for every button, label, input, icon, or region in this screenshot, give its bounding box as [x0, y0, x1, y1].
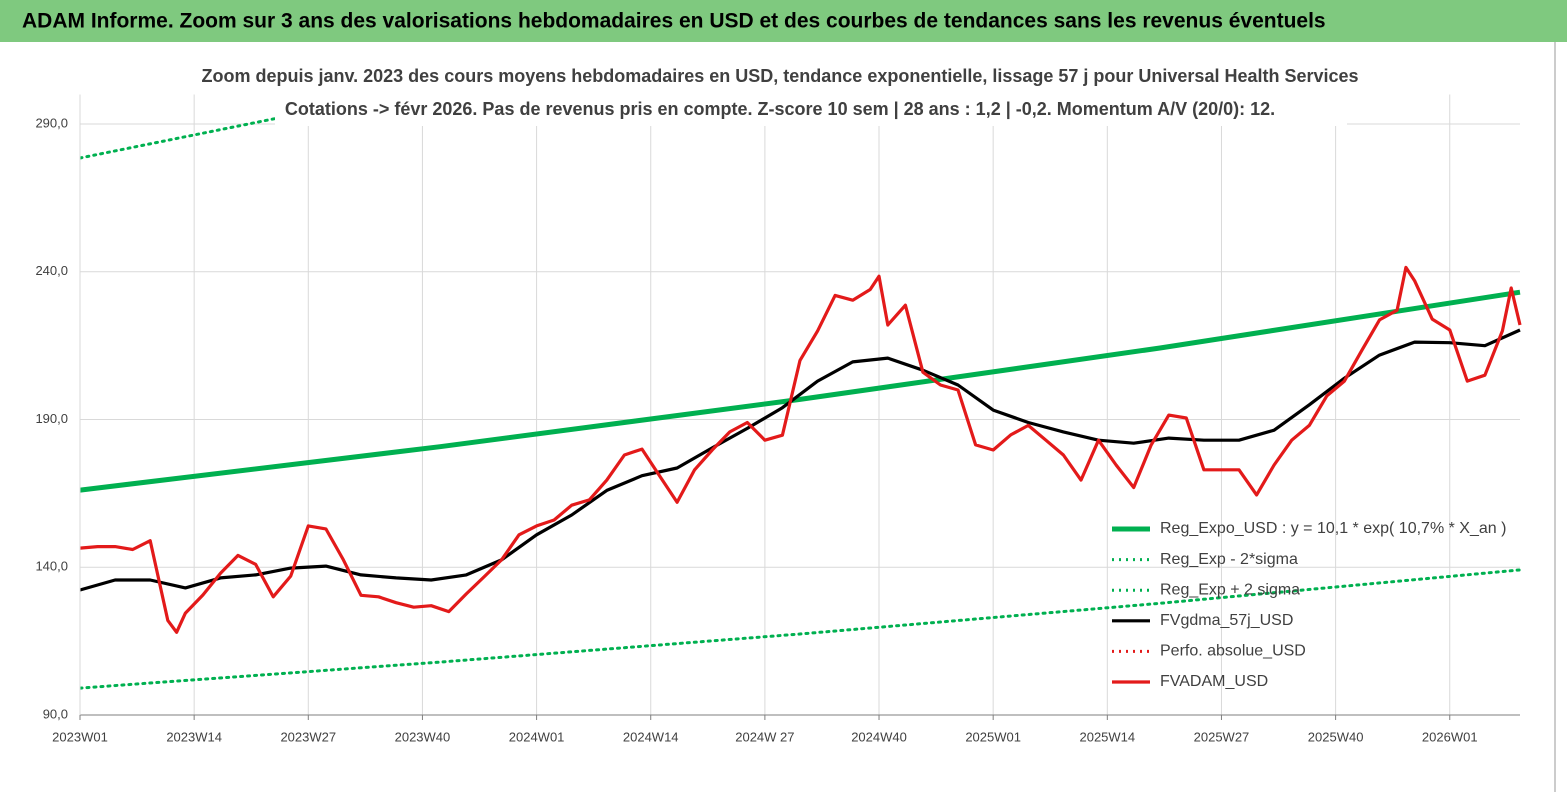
header-bar	[0, 0, 1567, 42]
x-tick-label: 2024W40	[851, 729, 907, 744]
legend-label: Reg_Exp - 2*sigma	[1160, 551, 1298, 568]
x-tick-label: 2026W01	[1422, 729, 1478, 744]
x-tick-label: 2024W01	[509, 729, 565, 744]
legend: Reg_Expo_USD : y = 10,1 * exp( 10,7% * X…	[1112, 520, 1506, 690]
axes: 90,0 140,0 190,0 240,0 290,0 2023W01 2023W14 20…	[35, 94, 1520, 744]
y-tick-label: 90,0	[43, 706, 68, 721]
legend-label: FVADAM_USD	[1160, 673, 1268, 690]
x-tick-label: 2023W40	[395, 729, 451, 744]
series-line	[80, 289, 1521, 493]
legend-label: FVgdma_57j_USD	[1160, 612, 1293, 629]
y-tick-label: 190,0	[35, 411, 68, 426]
chart-subtitle: Cotations -> févr 2026. Pas de revenus p…	[285, 99, 1275, 119]
series-line	[80, 265, 1522, 634]
header-title: ADAM Informe. Zoom sur 3 ans des valoris…	[22, 10, 1326, 33]
x-tick-label: 2024W 27	[735, 729, 794, 744]
x-tick-label: 2025W14	[1079, 729, 1135, 744]
chart-title: Zoom depuis janv. 2023 des cours moyens …	[201, 66, 1358, 86]
x-tick-label: 2024W14	[623, 729, 679, 744]
x-tick-label: 2025W01	[965, 729, 1021, 744]
y-tick-label: 140,0	[35, 559, 68, 574]
x-tick-label: 2025W40	[1308, 729, 1364, 744]
x-tick-label: 2023W01	[52, 729, 108, 744]
y-tick-label: 290,0	[35, 115, 68, 130]
x-tick-label: 2023W27	[280, 729, 336, 744]
series-line	[80, 328, 1521, 592]
x-tick-label: 2025W27	[1194, 729, 1250, 744]
legend-label: Reg_Exp + 2 sigma	[1160, 581, 1300, 598]
y-tick-label: 240,0	[35, 263, 68, 278]
legend-label: Reg_Expo_USD : y = 10,1 * exp( 10,7% * X…	[1160, 520, 1506, 537]
series-line	[80, 568, 1522, 690]
legend-label: Perfo. absolue_USD	[1160, 643, 1306, 660]
subtitle-box	[275, 56, 1347, 126]
x-tick-label: 2023W14	[166, 729, 222, 744]
